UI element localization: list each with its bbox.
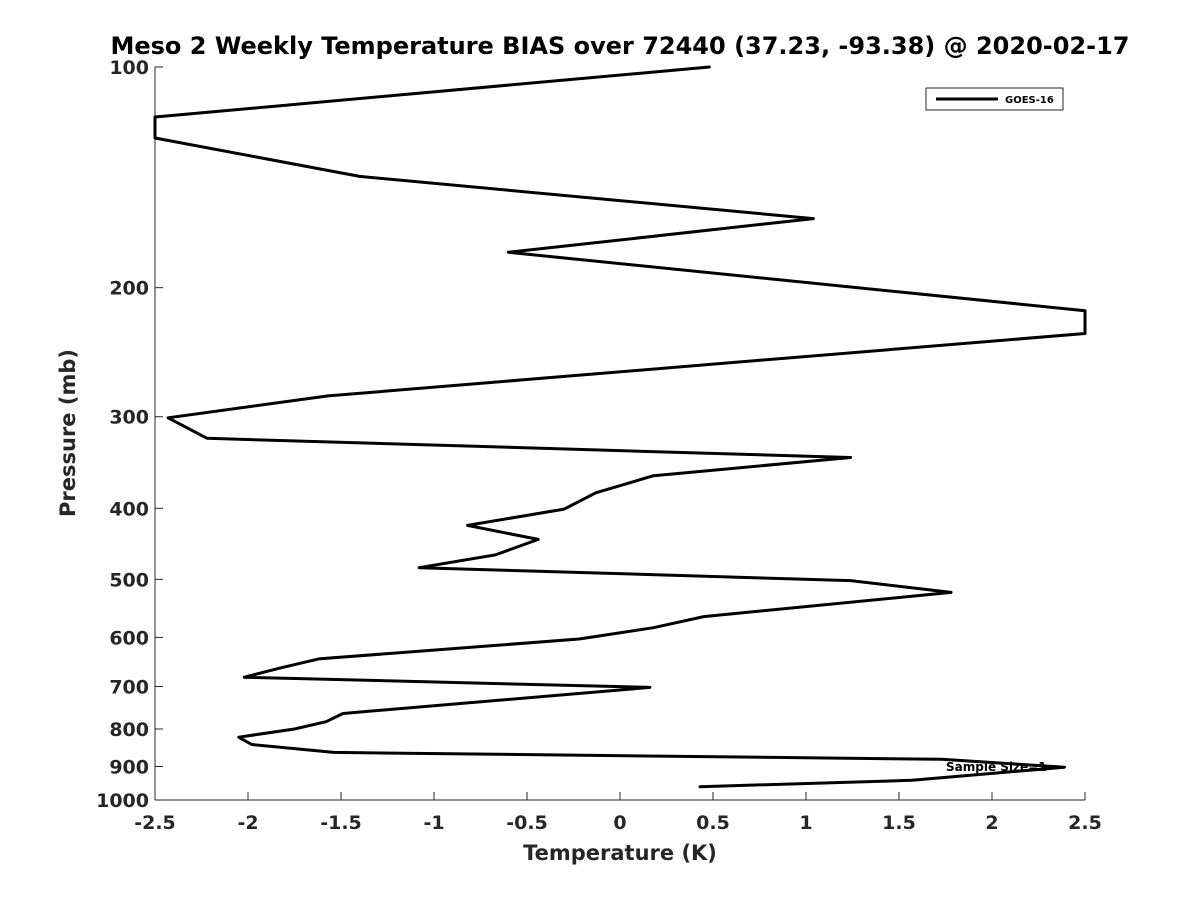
x-tick-label: 0.5 — [696, 812, 730, 834]
y-tick-label: 200 — [109, 278, 149, 300]
x-tick-label: -0.5 — [506, 812, 548, 834]
legend-label-goes16: GOES-16 — [1005, 95, 1054, 106]
x-tick-label: -1.5 — [320, 812, 362, 834]
x-tick-label: 0 — [613, 812, 626, 834]
x-ticks: -2.5 -2 -1.5 -1 -0.5 0 0.5 1 1.5 2 2.5 — [134, 792, 1102, 834]
x-tick-label: 1.5 — [882, 812, 916, 834]
chart-title: Meso 2 Weekly Temperature BIAS over 7244… — [110, 32, 1129, 60]
y-tick-label: 100 — [109, 57, 149, 79]
x-tick-label: -1 — [423, 812, 444, 834]
y-tick-label: 800 — [109, 719, 149, 741]
x-axis-label: Temperature (K) — [523, 841, 717, 865]
x-tick-label: 2 — [985, 812, 998, 834]
y-ticks: 100 200 300 400 500 600 700 800 900 1000 — [96, 57, 163, 812]
legend: GOES-16 — [925, 87, 1064, 111]
x-tick-label: 1 — [799, 812, 812, 834]
series-layer — [153, 65, 1087, 789]
y-tick-label: 900 — [109, 756, 149, 778]
y-tick-label: 300 — [109, 407, 149, 429]
y-tick-label: 400 — [109, 498, 149, 520]
x-tick-label: -2 — [237, 812, 258, 834]
sample-size-annotation: Sample Size=1 — [946, 760, 1047, 774]
x-tick-label: -2.5 — [134, 812, 176, 834]
y-tick-label: 500 — [109, 569, 149, 591]
y-tick-label: 600 — [109, 627, 149, 649]
y-axis-label: Pressure (mb) — [56, 349, 80, 517]
plot-area: -2.5 -2 -1.5 -1 -0.5 0 0.5 1 1.5 2 2.5 100 200 300 40… — [96, 57, 1102, 834]
y-tick-label: 1000 — [96, 790, 149, 812]
y-tick-label: 700 — [109, 676, 149, 698]
x-tick-label: 2.5 — [1068, 812, 1102, 834]
series-line-goes16 — [153, 65, 1087, 789]
